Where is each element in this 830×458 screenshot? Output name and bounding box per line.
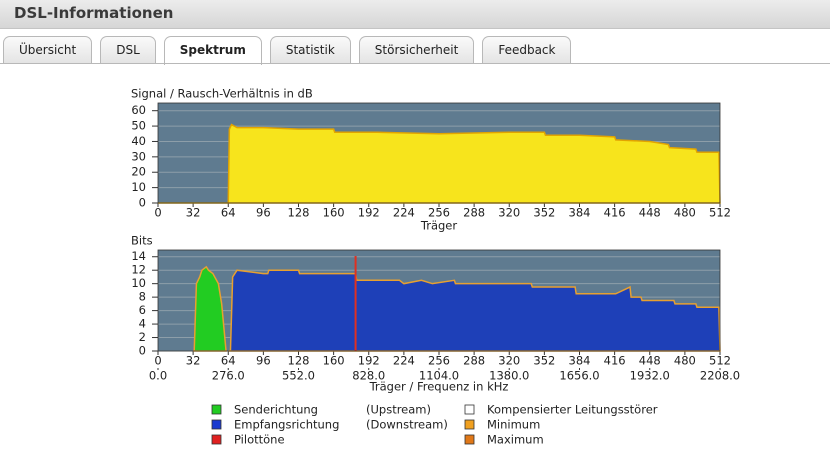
header: DSL-Informationen xyxy=(0,0,830,29)
y-tick-label: 14 xyxy=(131,249,146,263)
x-tick-label: 96 xyxy=(256,354,271,368)
x-tick-label: 32 xyxy=(186,354,201,368)
x-tick-label: 96 xyxy=(256,206,271,220)
legend-label: Empfangsrichtung xyxy=(234,418,339,432)
x-tick-label: 448 xyxy=(639,354,661,368)
legend-swatch xyxy=(211,434,222,445)
x2-tick-label: 1380.0 xyxy=(489,369,529,383)
x-tick-label: 480 xyxy=(674,206,696,220)
x-tick-label: 224 xyxy=(393,206,415,220)
x-tick-label: 32 xyxy=(186,206,201,220)
x-axis-title: Träger xyxy=(420,219,457,233)
x2-tick-label: 1104.0 xyxy=(419,369,459,383)
tab[interactable]: Statistik xyxy=(269,36,351,63)
x-tick-label: 288 xyxy=(463,206,485,220)
y-axis-title: Signal / Rausch-Verhältnis in dB xyxy=(131,87,313,101)
x-tick-label: 480 xyxy=(674,354,696,368)
x2-tick-label: 828.0 xyxy=(352,369,385,383)
legend-label: Pilottöne xyxy=(234,433,285,447)
x-tick-label: 64 xyxy=(221,354,236,368)
plot-frame xyxy=(157,102,721,204)
x-tick-label: 448 xyxy=(639,206,661,220)
area xyxy=(158,123,721,204)
y-tick-label: 4 xyxy=(139,317,146,331)
x-tick-label: 352 xyxy=(533,206,555,220)
tab-line xyxy=(0,63,830,64)
y-tick-label: 6 xyxy=(139,303,146,317)
x-tick-label: 160 xyxy=(323,354,345,368)
y-tick-label: 2 xyxy=(139,330,146,344)
y-tick-label: 0 xyxy=(139,196,146,210)
x-tick-label: 256 xyxy=(428,354,450,368)
tab-bar: Übersicht DSL Spektrum Statistik Störsicherh… xyxy=(3,36,572,65)
x-tick-label: 512 xyxy=(709,354,731,368)
legend-label: Maximum xyxy=(487,433,544,447)
x-tick-label: 288 xyxy=(463,354,485,368)
x-axis-title: Träger / Frequenz in kHz xyxy=(369,380,509,394)
tab[interactable]: Übersicht xyxy=(3,36,93,63)
x-tick-label: 416 xyxy=(604,206,626,220)
x2-tick-label: 552.0 xyxy=(282,369,315,383)
y-tick-label: 20 xyxy=(131,165,146,179)
x-tick-label: 512 xyxy=(709,206,731,220)
x-tick-label: 160 xyxy=(323,206,345,220)
y-tick-label: 10 xyxy=(131,276,146,290)
legend-swatch xyxy=(464,419,475,430)
area xyxy=(193,265,227,352)
tab[interactable]: Feedback xyxy=(482,36,572,63)
tab[interactable]: Spektrum xyxy=(163,36,262,65)
x-tick-label: 192 xyxy=(358,206,380,220)
x-tick-label: 256 xyxy=(428,206,450,220)
legend-note: (Upstream) xyxy=(366,403,431,417)
legend-swatch xyxy=(211,419,222,430)
x-tick-label: 416 xyxy=(604,354,626,368)
y-tick-label: 12 xyxy=(131,263,146,277)
x-tick-label: 0 xyxy=(154,206,161,220)
x2-tick-label: 1656.0 xyxy=(559,369,599,383)
x-tick-label: 224 xyxy=(393,354,415,368)
y-tick-label: 8 xyxy=(139,290,146,304)
tab[interactable]: DSL xyxy=(100,36,156,63)
header-title: DSL-Informationen xyxy=(14,4,174,22)
x2-tick-label: 0.0 xyxy=(149,369,167,383)
x2-tick-label: 2208.0 xyxy=(700,369,740,383)
y-tick-label: 40 xyxy=(131,134,146,148)
x-tick-label: 128 xyxy=(288,354,310,368)
y-tick-label: 50 xyxy=(131,119,146,133)
legend-swatch xyxy=(464,404,475,415)
legend-label: Senderichtung xyxy=(234,403,318,417)
legend-swatch xyxy=(211,404,222,415)
x-tick-label: 320 xyxy=(498,206,520,220)
x-tick-label: 128 xyxy=(288,206,310,220)
x-tick-label: 352 xyxy=(533,354,555,368)
x2-tick-label: 276.0 xyxy=(212,369,245,383)
tab[interactable]: Störsicherheit xyxy=(358,36,475,63)
y-tick-label: 10 xyxy=(131,180,146,194)
y-tick-label: 60 xyxy=(131,103,146,117)
x-tick-label: 320 xyxy=(498,354,520,368)
y-axis-title: Bits xyxy=(131,234,153,248)
y-tick-label: 30 xyxy=(131,149,146,163)
x-tick-label: 64 xyxy=(221,206,236,220)
legend-label: Kompensierter Leitungsstörer xyxy=(487,403,658,417)
legend-note: (Downstream) xyxy=(366,418,448,432)
area xyxy=(228,269,721,352)
x-tick-label: 384 xyxy=(569,354,591,368)
legend-label: Minimum xyxy=(487,418,540,432)
x2-tick-label: 1932.0 xyxy=(630,369,670,383)
x-tick-label: 384 xyxy=(569,206,591,220)
x-tick-label: 0 xyxy=(154,354,161,368)
y-tick-label: 0 xyxy=(139,344,146,358)
legend-swatch xyxy=(464,434,475,445)
x-tick-label: 192 xyxy=(358,354,380,368)
plot-frame xyxy=(157,249,721,352)
